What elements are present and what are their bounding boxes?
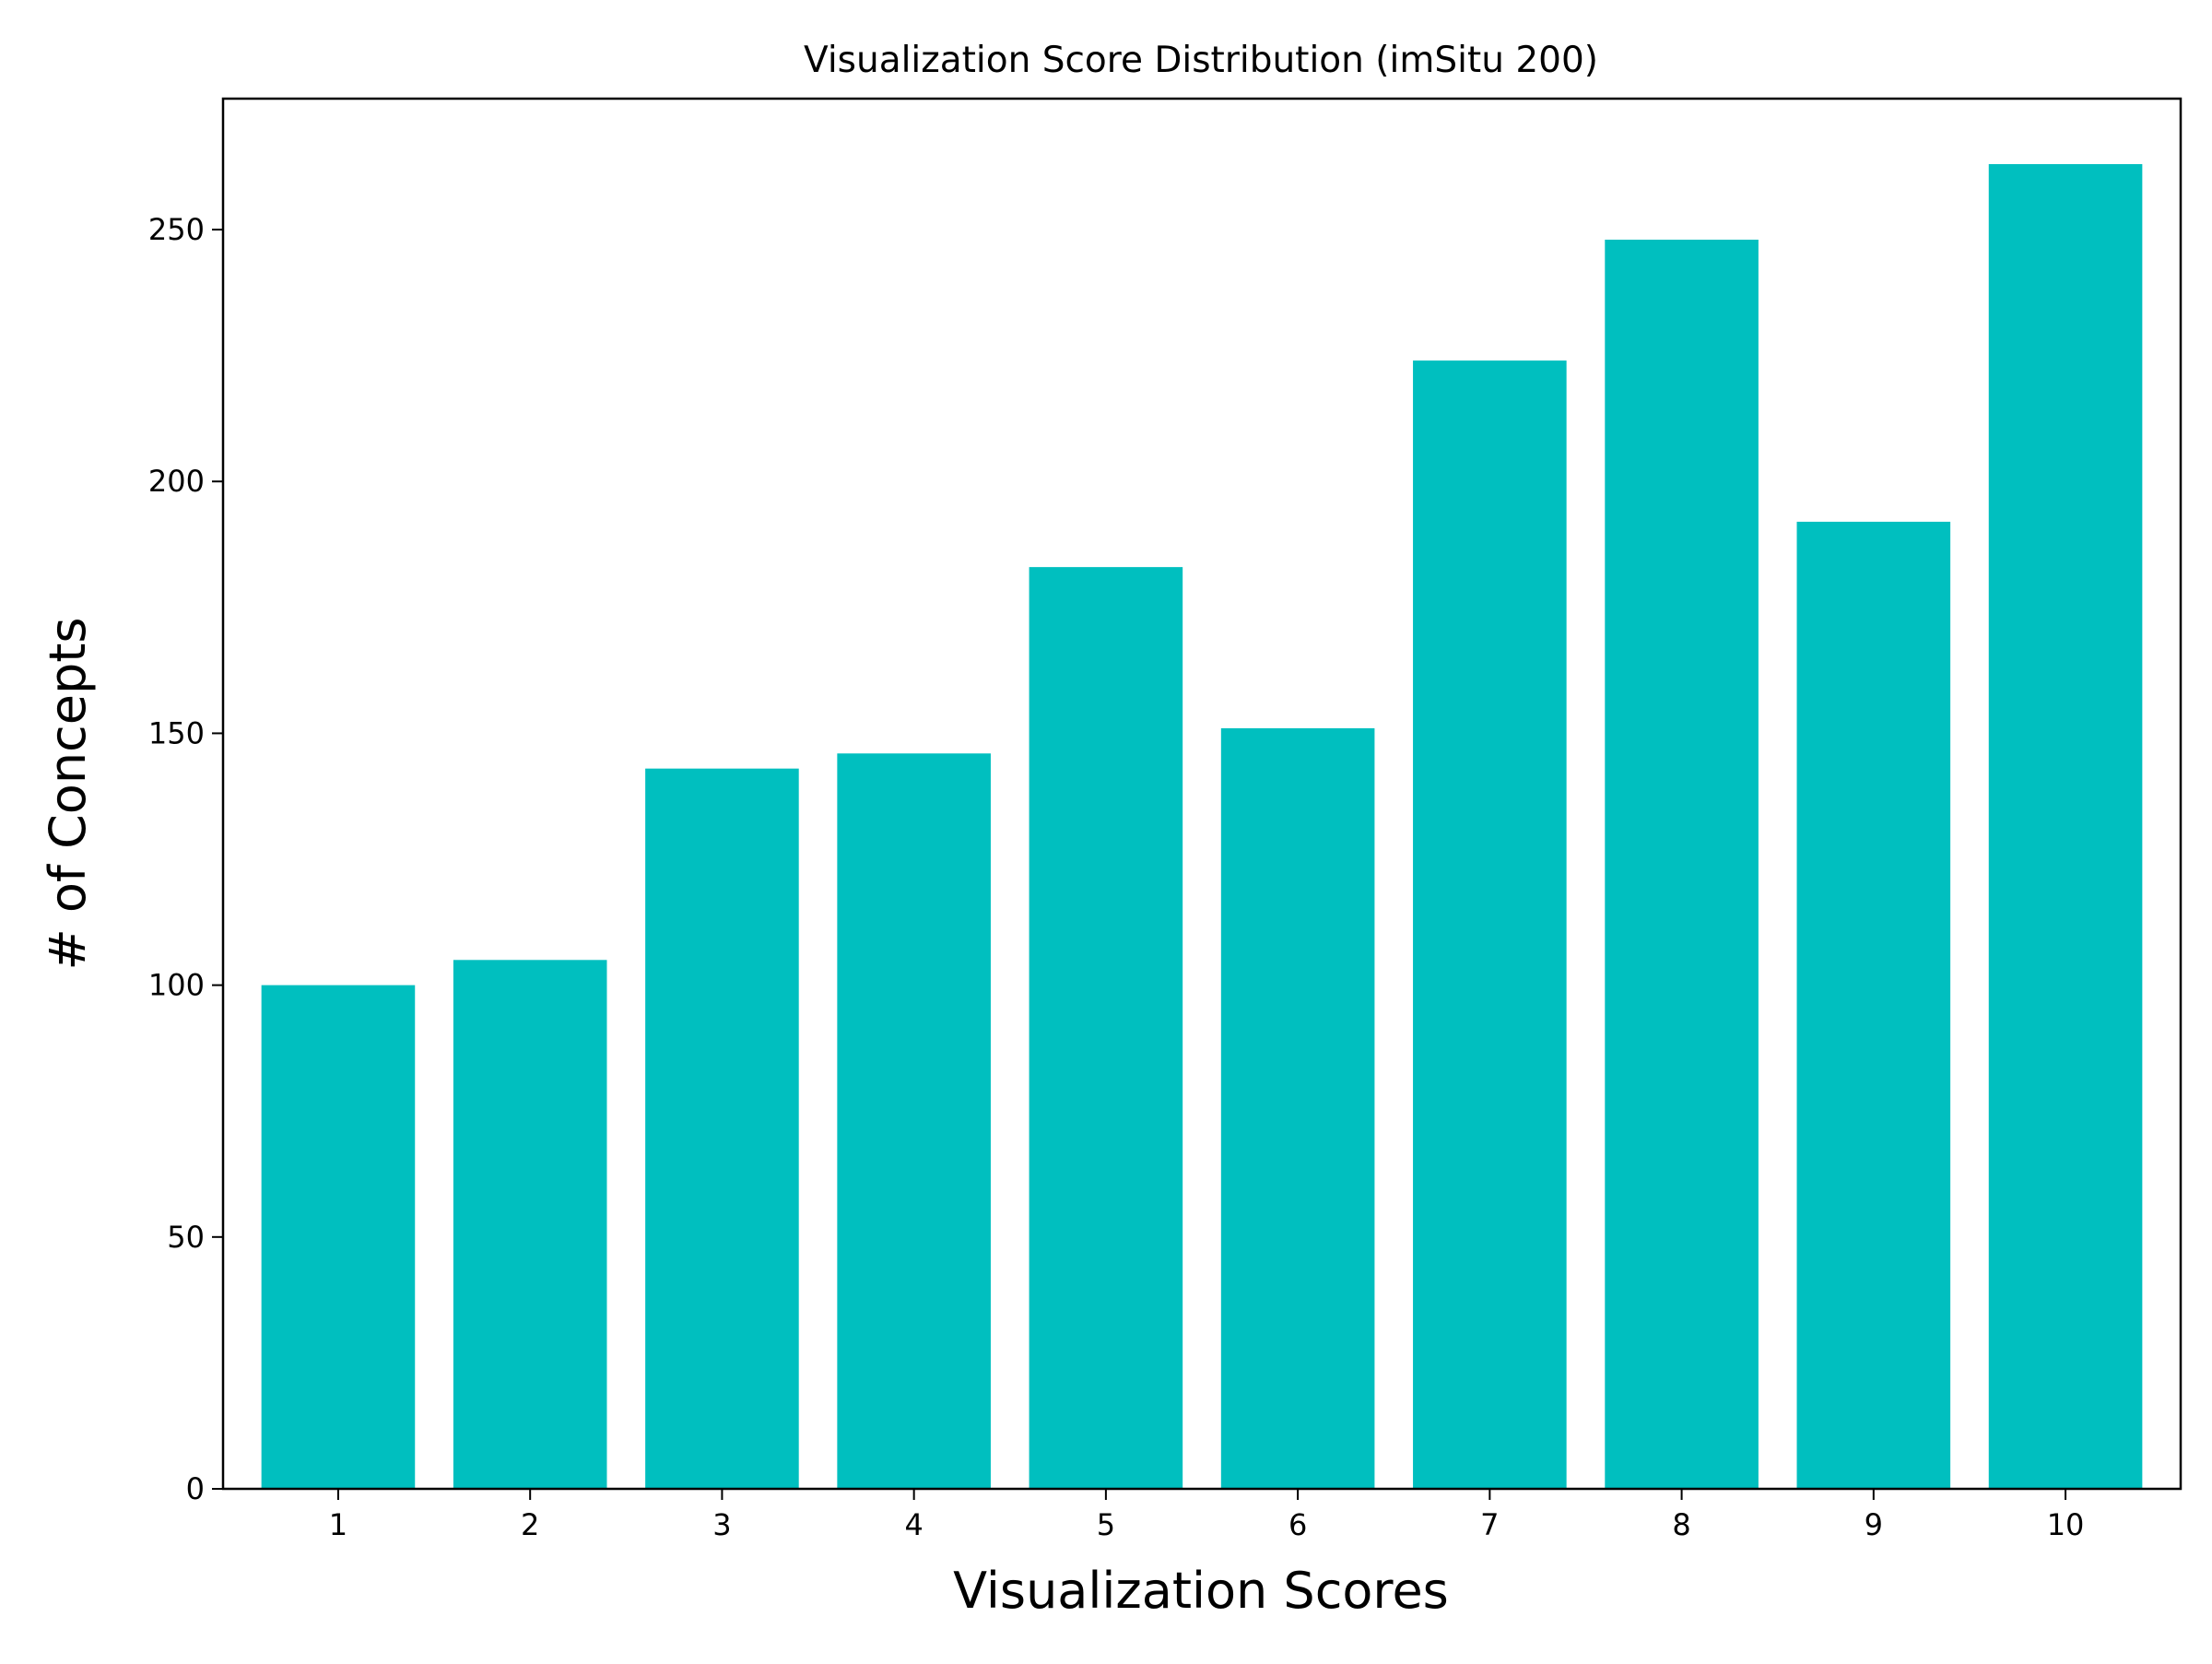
- y-tick-label: 250: [148, 212, 205, 247]
- bar-2: [453, 960, 607, 1489]
- y-tick-label: 100: [148, 968, 205, 1003]
- y-tick-label: 200: [148, 464, 205, 499]
- bars: [261, 164, 2143, 1490]
- bar-4: [837, 753, 991, 1489]
- x-axis-ticks: 1 2 3 4 5 6 7 8 9 10: [329, 1489, 2085, 1542]
- x-tick-label: 1: [329, 1507, 347, 1542]
- x-tick-label: 6: [1288, 1507, 1307, 1542]
- x-axis-title: Visualization Scores: [953, 1562, 1449, 1620]
- bar-7: [1413, 360, 1567, 1489]
- x-tick-label: 3: [712, 1507, 731, 1542]
- y-axis-title: # of Concepts: [39, 617, 97, 970]
- x-tick-label: 9: [1865, 1507, 1883, 1542]
- x-tick-label: 2: [521, 1507, 539, 1542]
- x-tick-label: 10: [2047, 1507, 2085, 1542]
- plot-frame: [221, 97, 2183, 1491]
- y-tick-label: 150: [148, 715, 205, 750]
- chart-title: Visualization Score Distribution (imSitu…: [804, 40, 1598, 81]
- x-tick-label: 8: [1672, 1507, 1690, 1542]
- bar-9: [1796, 521, 1951, 1489]
- y-axis-ticks: 0 50 100 150 200 250: [148, 212, 223, 1506]
- bar-8: [1605, 239, 1759, 1490]
- x-tick-label: 5: [1097, 1507, 1115, 1542]
- y-tick-label: 50: [167, 1220, 205, 1255]
- bar-3: [645, 768, 799, 1489]
- y-tick-label: 0: [186, 1471, 205, 1506]
- x-tick-label: 7: [1480, 1507, 1499, 1542]
- bar-5: [1029, 567, 1183, 1489]
- bar-10: [1988, 164, 2143, 1489]
- x-tick-label: 4: [904, 1507, 923, 1542]
- bar-6: [1220, 727, 1375, 1489]
- bar-1: [261, 985, 416, 1489]
